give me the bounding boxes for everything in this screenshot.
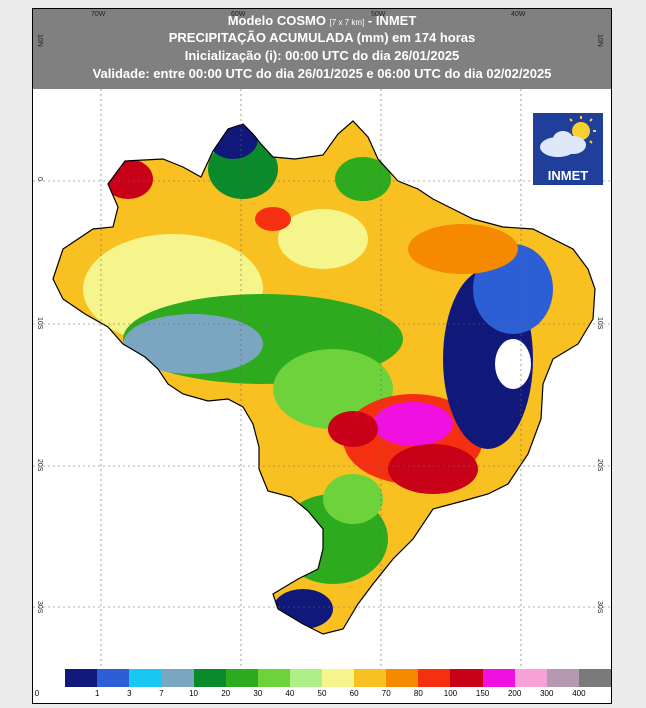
lon-label-40w: 40W (511, 11, 526, 18)
lon-label-60w: 60W (231, 11, 246, 18)
legend-tick-label: 0 (34, 689, 40, 698)
legend-swatch (546, 669, 580, 687)
legend-tick-label: 50 (317, 689, 327, 698)
organization: - INMET (367, 13, 417, 28)
legend-swatch (161, 669, 195, 687)
legend-swatch (193, 669, 227, 687)
legend-swatch (65, 669, 98, 687)
lat-label-right-10s: 10S (596, 317, 603, 330)
sun-cloud-icon (540, 116, 596, 157)
legend-tick-label: 400 (572, 689, 586, 698)
map-header: Modelo COSMO [7 x 7 km] - INMET PRECIPIT… (33, 9, 611, 89)
legend-swatch (257, 669, 291, 687)
legend-tick-label: 7 (159, 689, 164, 698)
lat-label-right-30s: 30S (596, 601, 603, 614)
legend-swatch (33, 669, 66, 687)
lat-label-left-0: 0 (36, 177, 43, 181)
legend-tick-label: 3 (127, 689, 132, 698)
legend-swatch (386, 669, 419, 687)
legend-tick-label: 20 (221, 689, 231, 698)
lat-label-right-10n: 10N (596, 34, 603, 47)
legend-tick-label: 80 (413, 689, 423, 698)
precipitation-map (33, 89, 611, 669)
lat-label-left-10n: 10N (36, 34, 43, 47)
brazil-border (52, 120, 596, 635)
lon-label-70w: 70W (91, 11, 106, 18)
legend-tick-label: 40 (285, 689, 295, 698)
inmet-logo: INMET (533, 113, 603, 185)
lat-label-left-30s: 30S (36, 601, 43, 614)
legend-tick-label: 200 (507, 689, 522, 698)
model-name: Modelo COSMO (227, 13, 326, 28)
legend-tick-label: 1 (94, 689, 100, 698)
legend-swatch (578, 669, 612, 687)
legend-tick-label: 70 (381, 689, 391, 698)
lon-label-50w: 50W (371, 11, 386, 18)
title-line-1: Modelo COSMO [7 x 7 km] - INMET (33, 13, 611, 30)
legend-swatch (97, 669, 130, 687)
legend-tick-label: 300 (540, 689, 554, 698)
legend-tick-label: 150 (475, 689, 490, 698)
map-frame: Modelo COSMO [7 x 7 km] - INMET PRECIPIT… (32, 8, 612, 704)
legend-tick-label: 10 (189, 689, 198, 698)
lat-label-right-20s: 20S (596, 459, 603, 472)
logo-text: INMET (547, 168, 589, 183)
legend-swatch (129, 669, 162, 687)
title-line-3: Inicialização (i): 00:00 UTC do dia 26/0… (184, 48, 460, 63)
legend-tick-label: 60 (349, 689, 359, 698)
legend-swatch (322, 669, 355, 687)
color-legend: 0 1 3 7 10 20 30 40 50 60 70 80 100 150 200 300 400 (33, 669, 612, 703)
graticule (33, 89, 611, 669)
legend-swatch (354, 669, 387, 687)
legend-swatch (418, 669, 451, 687)
model-resolution: [7 x 7 km] (329, 18, 365, 27)
lat-label-left-10s: 10S (36, 317, 43, 330)
title-line-2: PRECIPITAÇÃO ACUMULADA (mm) em 174 horas (168, 30, 476, 45)
title-line-4: Validade: entre 00:00 UTC do dia 26/01/2… (92, 66, 552, 81)
legend-swatch (289, 669, 323, 687)
legend-tick-label: 30 (253, 689, 263, 698)
legend-swatch (225, 669, 259, 687)
legend-swatch (482, 669, 516, 687)
legend-tick-label: 100 (443, 689, 458, 698)
lat-label-left-20s: 20S (36, 459, 43, 472)
legend-swatch (450, 669, 484, 687)
legend-swatch (514, 669, 548, 687)
